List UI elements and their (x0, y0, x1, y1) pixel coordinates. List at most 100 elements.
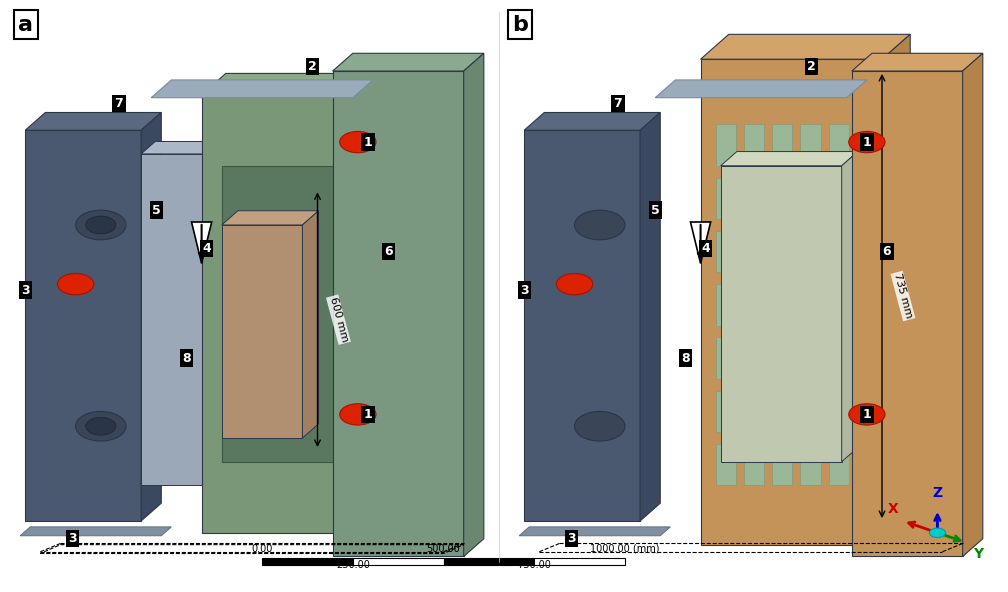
Polygon shape (519, 527, 670, 536)
Text: Y: Y (973, 547, 983, 561)
Polygon shape (744, 444, 764, 485)
Text: 8: 8 (182, 352, 191, 365)
Polygon shape (25, 112, 161, 130)
Circle shape (340, 404, 376, 425)
Bar (353, 558, 444, 565)
Circle shape (849, 131, 885, 153)
Polygon shape (772, 391, 792, 432)
Polygon shape (800, 391, 821, 432)
Polygon shape (690, 222, 711, 263)
Polygon shape (141, 154, 222, 485)
Polygon shape (852, 53, 983, 71)
Polygon shape (222, 141, 236, 485)
Bar (534, 558, 625, 565)
Text: 1: 1 (364, 136, 372, 149)
Text: 6: 6 (883, 245, 891, 258)
Polygon shape (640, 112, 660, 521)
Circle shape (929, 528, 946, 538)
Text: 3: 3 (568, 532, 576, 545)
Polygon shape (716, 231, 736, 272)
Polygon shape (744, 337, 764, 379)
Polygon shape (829, 337, 849, 379)
Text: 2: 2 (308, 60, 317, 73)
Polygon shape (800, 178, 821, 219)
Text: 5: 5 (651, 204, 659, 217)
Polygon shape (716, 124, 736, 166)
Polygon shape (524, 130, 640, 521)
Polygon shape (829, 231, 849, 272)
Text: 1: 1 (364, 408, 372, 421)
Text: 735 mm: 735 mm (892, 272, 913, 320)
Polygon shape (20, 527, 171, 536)
Polygon shape (772, 178, 792, 219)
Text: 7: 7 (614, 97, 622, 110)
Polygon shape (701, 34, 910, 59)
Polygon shape (800, 284, 821, 326)
Polygon shape (744, 231, 764, 272)
Polygon shape (363, 73, 387, 533)
Polygon shape (192, 222, 212, 263)
Polygon shape (222, 211, 319, 225)
Polygon shape (716, 391, 736, 432)
Polygon shape (882, 34, 910, 545)
Polygon shape (333, 71, 464, 556)
Polygon shape (464, 53, 484, 556)
Polygon shape (772, 444, 792, 485)
Polygon shape (829, 391, 849, 432)
Text: Z: Z (932, 486, 942, 500)
Polygon shape (829, 284, 849, 326)
Polygon shape (655, 80, 867, 98)
Polygon shape (716, 337, 736, 379)
Polygon shape (772, 337, 792, 379)
Polygon shape (772, 124, 792, 166)
Polygon shape (744, 284, 764, 326)
Polygon shape (716, 178, 736, 219)
Polygon shape (800, 337, 821, 379)
Polygon shape (716, 444, 736, 485)
Text: 1: 1 (863, 136, 871, 149)
Polygon shape (800, 124, 821, 166)
Circle shape (575, 411, 625, 441)
Circle shape (340, 131, 376, 153)
Circle shape (76, 411, 126, 441)
Text: 0.00: 0.00 (251, 543, 273, 554)
Circle shape (86, 216, 116, 234)
Polygon shape (800, 444, 821, 485)
Polygon shape (333, 53, 484, 71)
Polygon shape (963, 53, 983, 556)
Bar (262, 558, 353, 565)
Polygon shape (25, 130, 141, 521)
Text: 600 mm: 600 mm (328, 296, 349, 343)
Circle shape (575, 210, 625, 240)
Text: 4: 4 (203, 242, 211, 255)
Polygon shape (222, 225, 302, 438)
Text: 1: 1 (863, 408, 871, 421)
Text: 1000.00 (mm): 1000.00 (mm) (591, 543, 659, 554)
Polygon shape (721, 166, 842, 462)
Text: 3: 3 (69, 532, 77, 545)
Text: 7: 7 (115, 97, 123, 110)
Polygon shape (202, 95, 363, 533)
Polygon shape (829, 178, 849, 219)
Polygon shape (772, 284, 792, 326)
Text: 5: 5 (152, 204, 160, 217)
Polygon shape (524, 112, 660, 130)
Polygon shape (772, 231, 792, 272)
Text: 2: 2 (807, 60, 815, 73)
Text: 500.00: 500.00 (426, 543, 461, 554)
Circle shape (76, 210, 126, 240)
Text: 6: 6 (384, 245, 392, 258)
Polygon shape (721, 152, 858, 166)
Text: 8: 8 (681, 352, 689, 365)
Text: a: a (18, 15, 33, 35)
Text: 4: 4 (702, 242, 710, 255)
Polygon shape (302, 211, 319, 438)
Polygon shape (829, 444, 849, 485)
Polygon shape (800, 231, 821, 272)
Circle shape (849, 404, 885, 425)
Polygon shape (744, 178, 764, 219)
Circle shape (86, 417, 116, 435)
Polygon shape (701, 59, 882, 545)
Circle shape (556, 274, 593, 295)
Text: 750.00: 750.00 (517, 560, 551, 570)
